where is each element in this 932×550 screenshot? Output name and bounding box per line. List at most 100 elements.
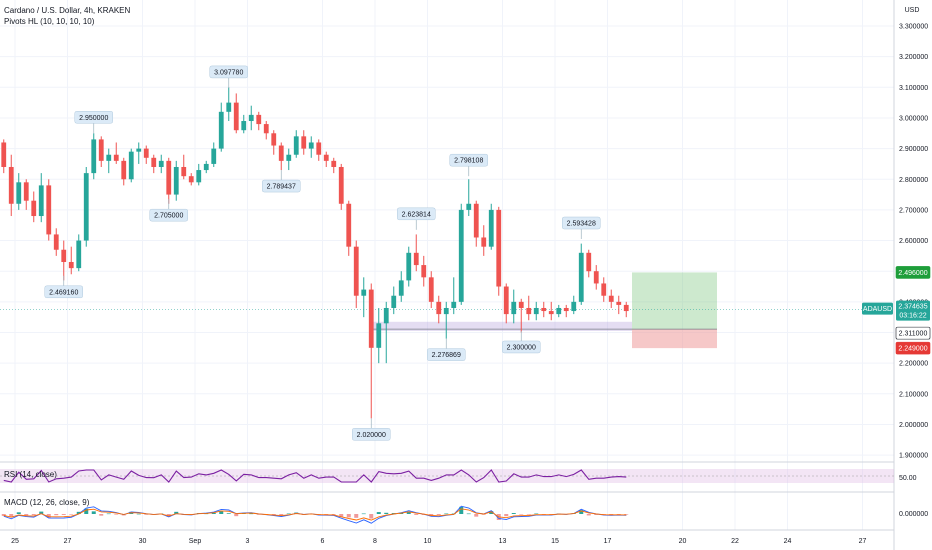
candle xyxy=(151,154,157,174)
currency-label: USD xyxy=(905,7,920,14)
candle-body xyxy=(533,307,539,315)
stop-price-tag: 2.249000 xyxy=(895,341,931,355)
macd-histogram-bar xyxy=(61,514,66,515)
candle-body xyxy=(473,203,479,238)
pivot-label-text: 2.276869 xyxy=(432,352,461,359)
macd-histogram-bar xyxy=(414,514,419,515)
macd-histogram-bar xyxy=(211,512,216,514)
last-price-tag-bg xyxy=(896,300,930,321)
macd-histogram-bar xyxy=(91,511,96,514)
candle xyxy=(428,271,434,308)
macd-label[interactable]: MACD (12, 26, close, 9) xyxy=(4,498,90,507)
candle-body xyxy=(16,182,22,204)
candle xyxy=(1,139,7,174)
candle xyxy=(488,203,494,250)
candle xyxy=(368,283,374,419)
candle-body xyxy=(271,133,277,146)
price-tick-label: 1.900000 xyxy=(899,453,928,460)
pivot-label-bg xyxy=(74,111,113,124)
candle xyxy=(278,142,284,171)
candle xyxy=(406,246,412,287)
candle xyxy=(241,114,247,134)
candle-body xyxy=(511,301,517,315)
symbol-tag-bg xyxy=(862,302,893,315)
symbol-title[interactable]: Cardano / U.S. Dollar, 4h, KRAKEN xyxy=(4,6,131,15)
macd-histogram-bar xyxy=(406,511,411,514)
candle xyxy=(481,225,487,256)
macd-histogram-bar xyxy=(166,514,171,517)
time-tick-label: 17 xyxy=(604,538,612,545)
candle-body xyxy=(308,142,314,149)
candle xyxy=(256,111,262,131)
candle-body xyxy=(301,136,307,149)
candle xyxy=(308,136,314,158)
pivot-label-bg xyxy=(502,340,541,354)
macd-histogram-bar xyxy=(69,514,74,515)
target-price-tag-text: 2.496000 xyxy=(898,270,927,277)
symbol-tag: ADAUSD xyxy=(862,302,893,315)
candle-body xyxy=(158,160,164,167)
candle-body xyxy=(256,114,262,125)
price-tick-label: 2.900000 xyxy=(899,146,928,153)
time-axis[interactable]: 25 27 30 Sep 3 6 8 10 13 15 17 20 22 24 27 xyxy=(11,538,866,545)
candle-body xyxy=(211,148,217,164)
time-tick-label: 6 xyxy=(321,538,325,545)
candle xyxy=(31,191,37,223)
macd-histogram-bar xyxy=(1,514,6,516)
time-tick-label: 8 xyxy=(373,538,377,545)
macd-histogram-bar xyxy=(24,514,29,516)
candle xyxy=(601,277,607,302)
macd-histogram-bar xyxy=(256,514,261,515)
candle-body xyxy=(466,203,472,210)
candle-body xyxy=(76,240,82,269)
macd-histogram-bar xyxy=(234,514,239,517)
candle-body xyxy=(46,185,52,235)
pivot-label-bg xyxy=(352,428,391,441)
macd-histogram-bar xyxy=(106,513,111,515)
candle-body xyxy=(526,307,532,315)
candle xyxy=(181,154,187,180)
candle-body xyxy=(136,148,142,152)
macd-histogram-bar xyxy=(226,513,231,514)
candle-body xyxy=(518,301,524,308)
candle xyxy=(16,173,22,210)
candle-body xyxy=(586,252,592,272)
chart-header: Cardano / U.S. Dollar, 4h, KRAKEN Pivots… xyxy=(4,5,130,27)
candle xyxy=(563,304,569,318)
pivot-label: 2.300000 xyxy=(502,340,541,354)
candle-body xyxy=(488,209,494,247)
candle xyxy=(226,87,232,122)
candle-body xyxy=(286,154,292,161)
macd-histogram-bar xyxy=(331,514,336,515)
candle xyxy=(113,142,119,164)
candle xyxy=(166,157,172,204)
stop-price-tag-text: 2.249000 xyxy=(898,346,927,353)
candle-body xyxy=(106,154,112,161)
price-tick-label: 2.200000 xyxy=(899,361,928,368)
pivot-label: 2.623814 xyxy=(397,207,436,221)
candle xyxy=(518,298,524,333)
macd-histogram-bar xyxy=(511,513,516,514)
macd-pane[interactable] xyxy=(1,505,629,524)
pivot-label-bg xyxy=(209,65,248,79)
candle xyxy=(263,121,269,140)
candle-body xyxy=(361,289,367,296)
rsi-pane[interactable] xyxy=(0,469,894,483)
macd-histogram-bar xyxy=(339,514,344,517)
candle xyxy=(571,295,577,315)
macd-histogram-bar xyxy=(361,513,366,515)
indicator-title[interactable]: Pivots HL (10, 10, 10, 10) xyxy=(4,17,95,26)
price-tick-label: 2.600000 xyxy=(899,238,928,245)
time-tick-label: Sep xyxy=(189,538,202,545)
price-axis[interactable]: USD 3.300000 3.200000 3.100000 3.000000 2.900… xyxy=(862,0,932,550)
candle xyxy=(436,295,442,324)
candle xyxy=(158,154,164,174)
candle-body xyxy=(571,301,577,312)
candle-body xyxy=(121,160,127,180)
macd-histogram-bar xyxy=(286,513,291,515)
rsi-label[interactable]: RSI (14, close) xyxy=(4,470,57,479)
candle xyxy=(511,289,517,324)
candle xyxy=(188,173,194,186)
